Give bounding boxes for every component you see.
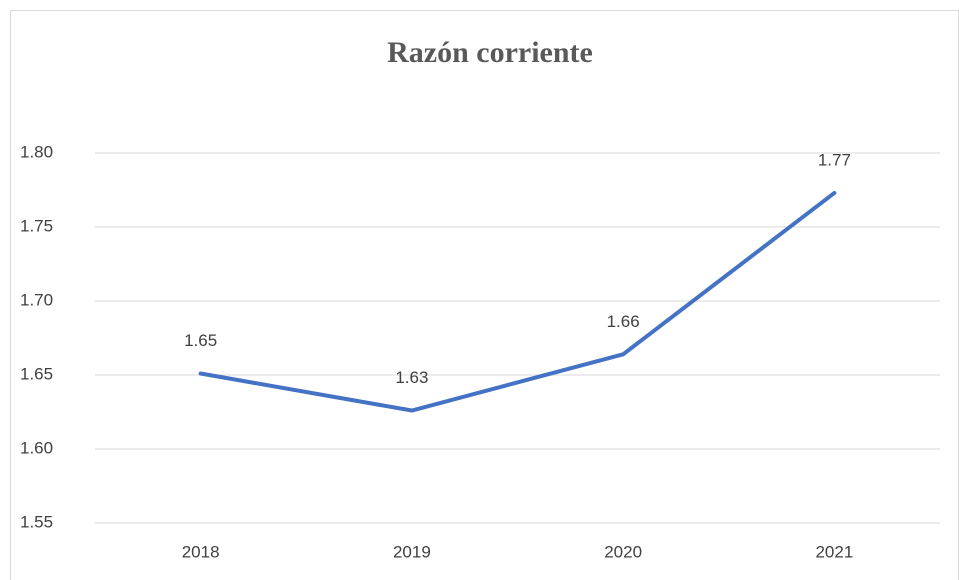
y-tick-label: 1.80: [20, 142, 53, 161]
x-tick-label: 2020: [604, 542, 642, 561]
data-label: 1.77: [818, 150, 851, 169]
data-label: 1.63: [395, 368, 428, 387]
y-tick-label: 1.75: [20, 216, 53, 235]
y-tick-label: 1.70: [20, 290, 53, 309]
chart-title: Razón corriente: [387, 36, 593, 69]
data-line: [198, 190, 837, 413]
x-tick-label: 2018: [182, 542, 220, 561]
y-tick-label: 1.60: [20, 438, 53, 457]
data-label: 1.66: [607, 312, 640, 331]
x-tick-label: 2021: [815, 542, 853, 561]
x-tick-label: 2019: [393, 542, 431, 561]
data-label: 1.65: [184, 331, 217, 350]
y-tick-label: 1.65: [20, 364, 53, 383]
chart-border: [10, 10, 959, 580]
y-tick-label: 1.55: [20, 512, 53, 531]
